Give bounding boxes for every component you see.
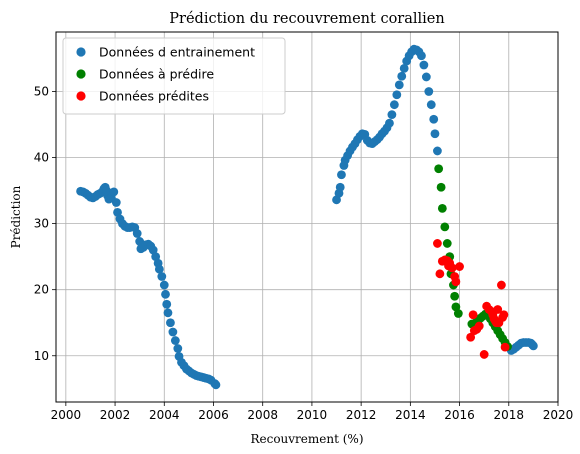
data-point xyxy=(450,291,460,301)
data-point xyxy=(479,350,489,359)
data-point xyxy=(337,170,346,180)
legend-marker xyxy=(76,91,86,101)
data-point xyxy=(468,310,478,320)
data-point xyxy=(211,380,221,390)
data-point xyxy=(173,344,183,353)
y-tick-label: 10 xyxy=(34,349,49,363)
legend-label: Données à prédire xyxy=(99,67,214,82)
legend-marker xyxy=(76,69,86,79)
series-1-points xyxy=(76,44,538,390)
data-point xyxy=(419,60,429,70)
x-tick-label: 2000 xyxy=(51,408,82,422)
data-point xyxy=(433,146,442,156)
data-point xyxy=(168,327,178,337)
x-tick-label: 2008 xyxy=(247,408,278,422)
data-point xyxy=(500,342,510,352)
data-point xyxy=(163,308,173,318)
data-point xyxy=(148,245,158,255)
plot-frame xyxy=(55,31,559,403)
data-point xyxy=(499,310,509,320)
data-point xyxy=(399,63,409,73)
data-point xyxy=(162,299,172,309)
data-point xyxy=(442,239,452,248)
data-point xyxy=(455,262,464,271)
y-axis-ticks: 10 20 30 40 50 xyxy=(34,84,56,363)
data-point xyxy=(394,80,404,90)
data-point xyxy=(392,90,402,100)
data-point xyxy=(385,118,394,128)
legend-box xyxy=(62,37,286,115)
x-tick-label: 2002 xyxy=(100,408,131,422)
data-point xyxy=(440,222,450,232)
x-tick-label: 2004 xyxy=(149,408,180,422)
chart-title: Prédiction du recouvrement corallien xyxy=(169,11,444,27)
legend-label: Données prédites xyxy=(99,89,209,104)
data-point xyxy=(132,229,142,238)
data-point xyxy=(451,302,461,312)
data-point xyxy=(154,264,164,274)
series-3-points xyxy=(433,239,510,359)
x-axis-title: Recouvrement (%) xyxy=(250,432,363,446)
data-point xyxy=(436,182,446,192)
data-point xyxy=(166,318,175,328)
data-point xyxy=(528,341,538,351)
data-point xyxy=(335,182,345,192)
data-point xyxy=(111,198,121,207)
data-point xyxy=(170,336,180,345)
data-point xyxy=(332,195,341,205)
legend: Données d entrainement Données à prédire D… xyxy=(62,37,286,115)
data-point xyxy=(474,321,484,331)
data-point xyxy=(426,100,436,110)
data-point xyxy=(424,87,434,96)
data-point xyxy=(159,280,169,290)
legend-label: Données d entrainement xyxy=(99,45,255,60)
data-point xyxy=(435,269,445,279)
y-tick-label: 20 xyxy=(34,283,49,297)
y-tick-label: 50 xyxy=(34,84,49,98)
data-point xyxy=(437,204,447,213)
data-point xyxy=(434,164,444,174)
data-point xyxy=(389,100,399,110)
x-tick-label: 2014 xyxy=(395,408,426,422)
data-point xyxy=(161,289,170,299)
data-point xyxy=(497,280,506,290)
data-point xyxy=(113,207,122,217)
data-point xyxy=(417,51,426,61)
x-tick-label: 2012 xyxy=(346,408,377,422)
data-point xyxy=(466,332,476,342)
y-axis-title: Prédiction xyxy=(9,185,23,248)
x-tick-label: 2020 xyxy=(543,408,574,422)
x-tick-label: 2018 xyxy=(494,408,525,422)
y-tick-label: 40 xyxy=(34,151,49,165)
data-point xyxy=(433,239,442,248)
x-tick-label: 2006 xyxy=(198,408,229,422)
data-point xyxy=(397,71,407,81)
x-tick-label: 2010 xyxy=(297,408,328,422)
data-point xyxy=(453,309,463,318)
data-point xyxy=(421,72,431,82)
x-axis-ticks: 2000 2002 2004 2006 2008 2010 2012 2014 2016 2018… xyxy=(51,402,574,422)
legend-marker xyxy=(76,47,86,57)
data-point xyxy=(151,252,161,262)
data-point xyxy=(493,305,503,314)
data-point xyxy=(387,110,397,119)
plot-points xyxy=(76,44,538,390)
data-point xyxy=(109,187,119,197)
data-point xyxy=(157,272,167,281)
data-point xyxy=(451,277,461,287)
data-point xyxy=(430,129,440,139)
data-point xyxy=(429,114,439,124)
y-tick-label: 30 xyxy=(34,217,49,231)
x-tick-label: 2016 xyxy=(444,408,475,422)
data-point xyxy=(447,263,457,273)
